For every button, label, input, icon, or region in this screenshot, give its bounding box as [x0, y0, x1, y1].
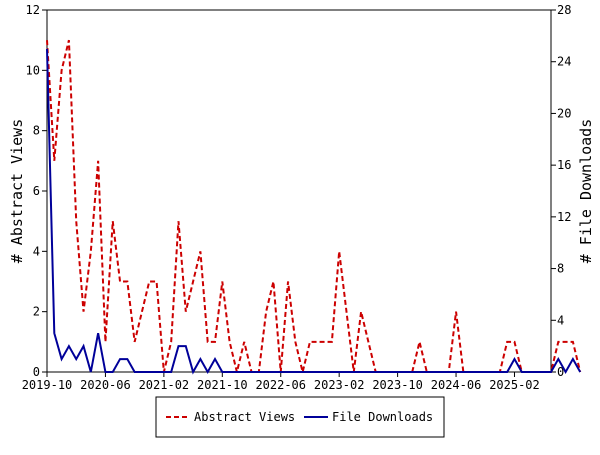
series-line-file-downloads: [46, 48, 582, 375]
x-tick-label: 2021-10: [197, 378, 248, 392]
right-y-tick-label: 28: [557, 3, 571, 17]
left-y-tick-label: 8: [33, 124, 40, 138]
left-y-tick-label: 6: [33, 184, 40, 198]
right-y-tick-label: 4: [557, 313, 564, 327]
right-y-tick-label: 20: [557, 106, 571, 120]
left-y-tick-label: 4: [33, 244, 40, 258]
x-tick-label: 2020-06: [80, 378, 131, 392]
left-y-tick-label: 0: [33, 365, 40, 379]
x-tick-label: 2023-02: [314, 378, 365, 392]
plot-frame: [46, 9, 552, 373]
left-y-tick-label: 2: [33, 305, 40, 319]
legend-label-file-downloads: File Downloads: [332, 410, 433, 424]
right-y-tick-label: 0: [557, 365, 564, 379]
series-line-abstract-views: [46, 39, 582, 373]
left-y-tick-label: 12: [26, 3, 40, 17]
right-y-tick-label: 8: [557, 262, 564, 276]
right-y-tick-label: 16: [557, 158, 571, 172]
x-tick-label: 2025-02: [489, 378, 540, 392]
right-y-tick-label: 12: [557, 210, 571, 224]
x-tick-label: 2022-06: [255, 378, 306, 392]
right-y-tick-label: 24: [557, 55, 571, 69]
legend-label-abstract-views: Abstract Views: [194, 410, 295, 424]
right-axis-title: # File Downloads: [577, 119, 595, 264]
legend-box: [155, 396, 445, 438]
x-tick-label: 2019-10: [22, 378, 73, 392]
left-y-tick-label: 10: [26, 63, 40, 77]
x-tick-label: 2021-02: [139, 378, 190, 392]
x-tick-label: 2024-06: [431, 378, 482, 392]
left-axis-title: # Abstract Views: [8, 119, 26, 264]
x-tick-label: 2023-10: [372, 378, 423, 392]
